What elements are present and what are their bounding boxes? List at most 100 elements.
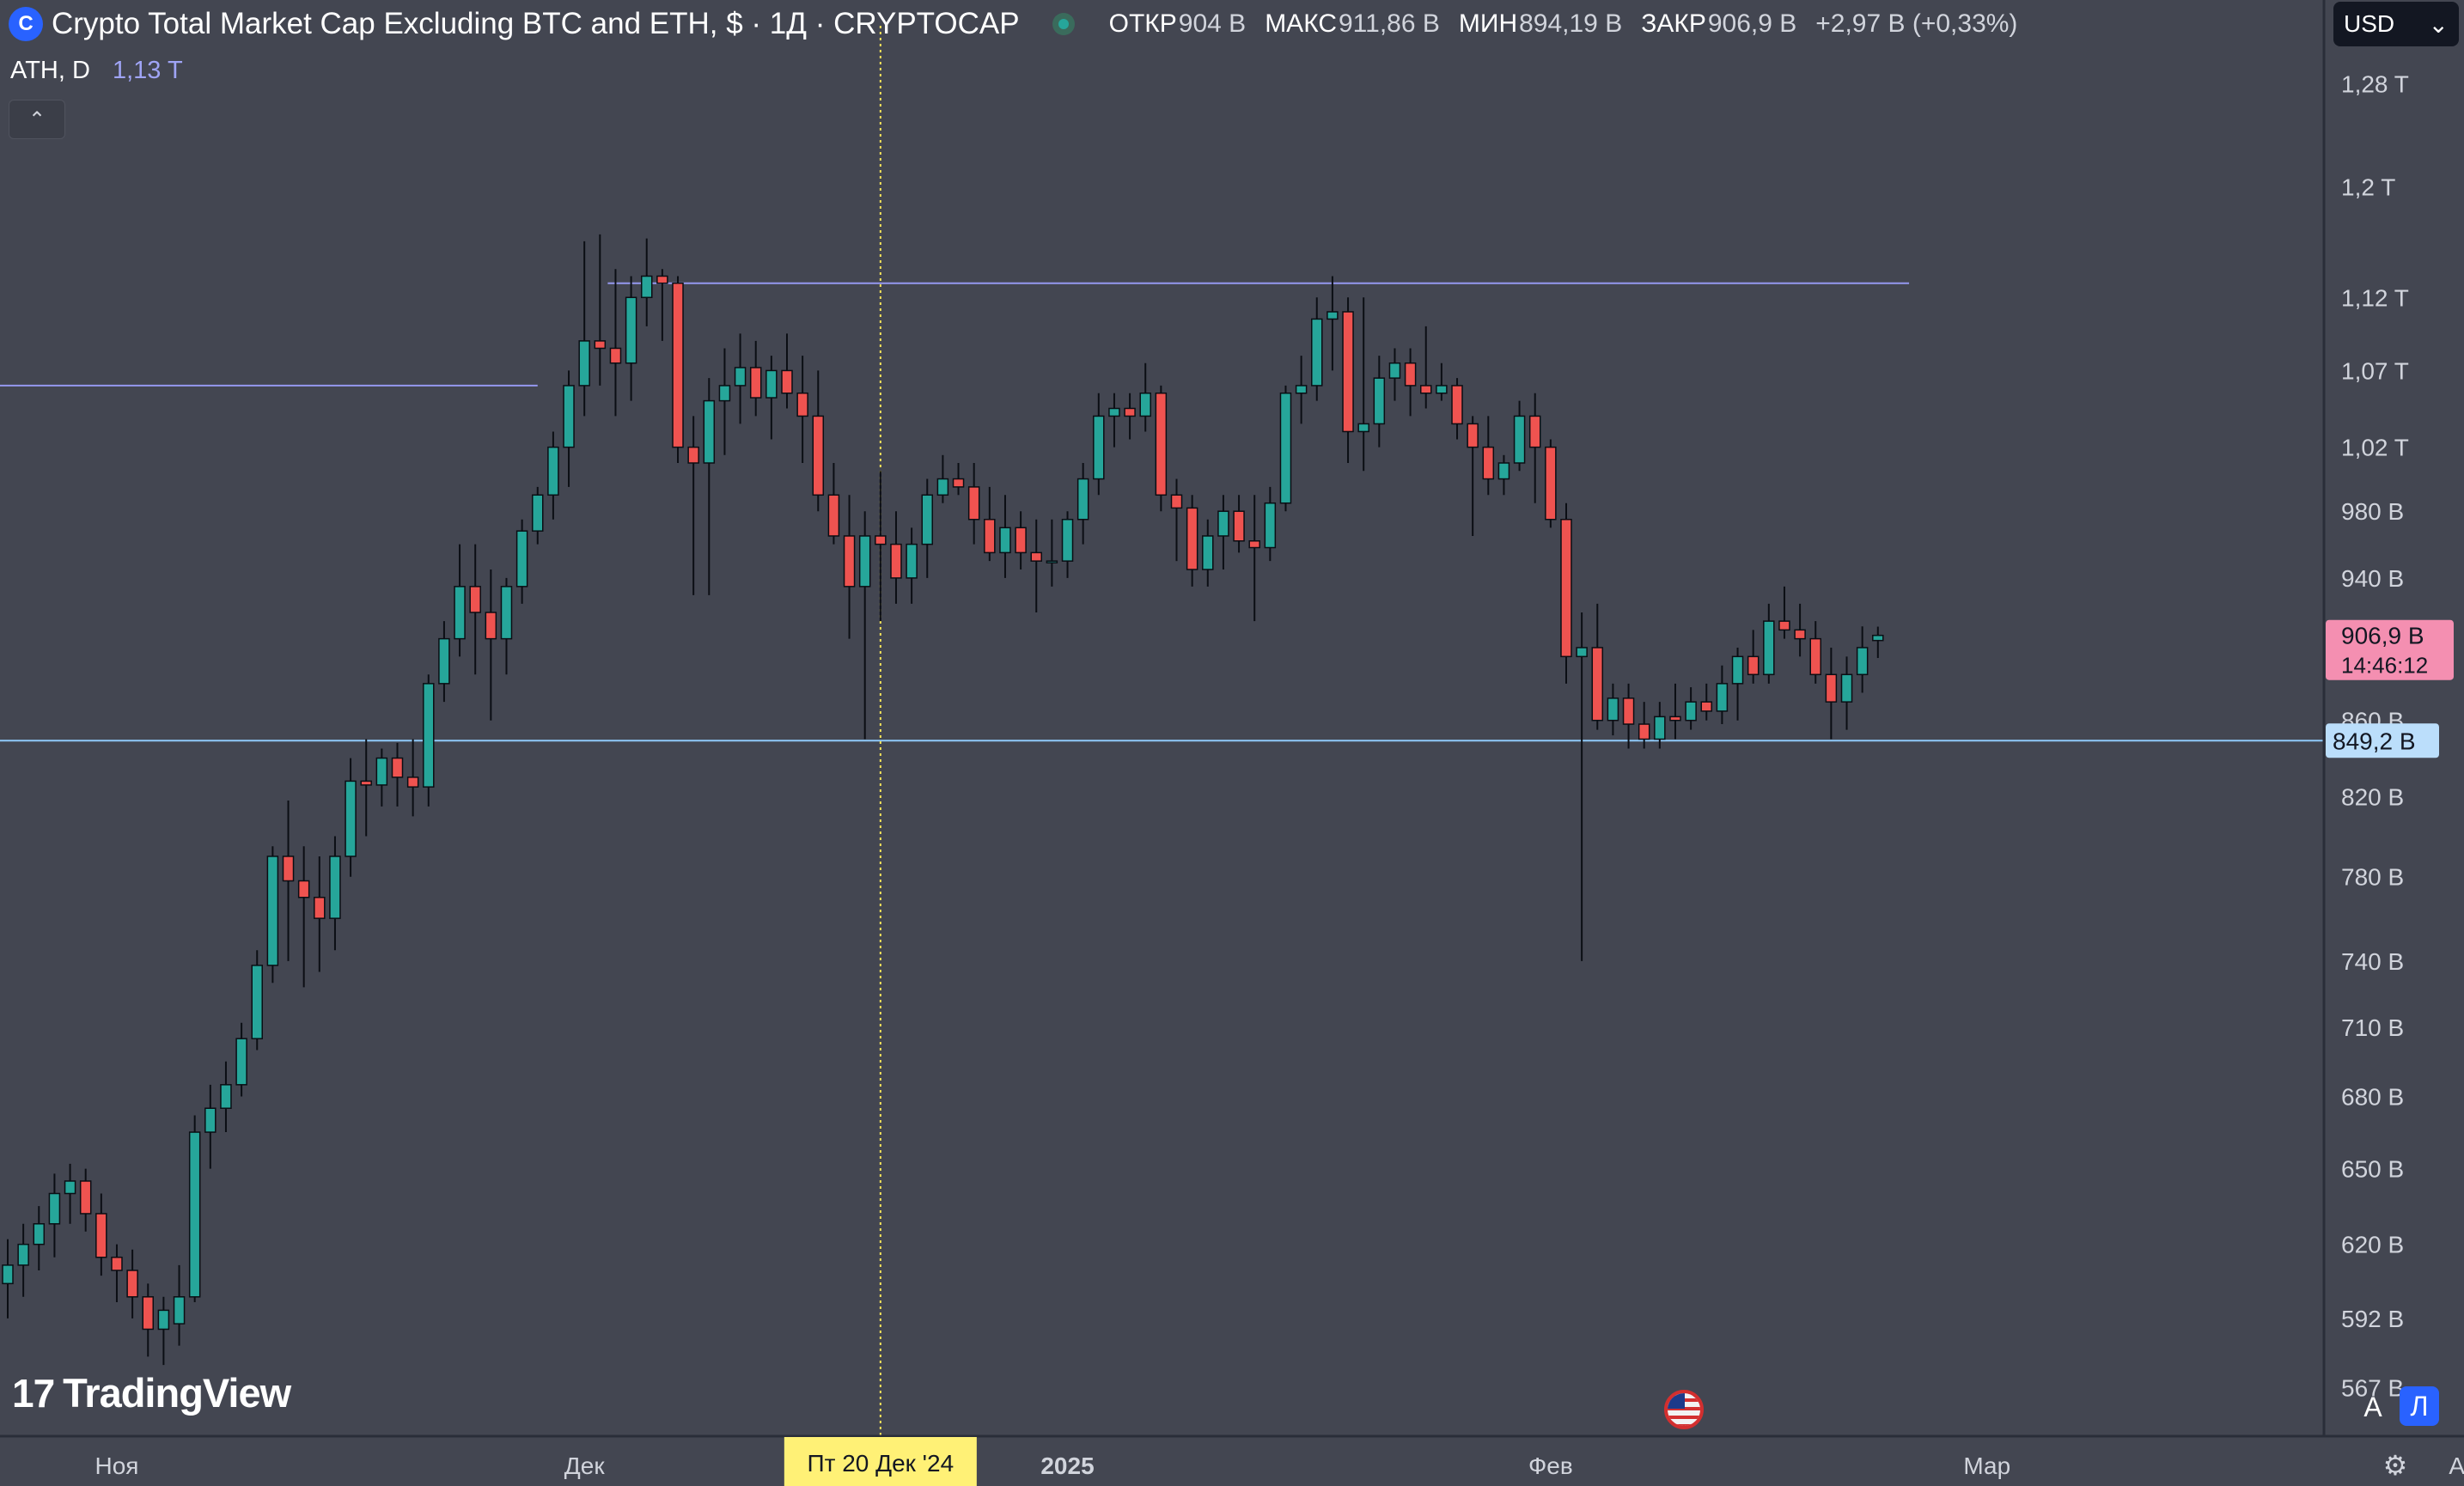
y-tick-label: 567 B xyxy=(2341,1374,2404,1401)
horizontal-levels xyxy=(0,26,2324,1436)
symbol-title[interactable]: Crypto Total Market Cap Excluding BTC an… xyxy=(52,7,1020,40)
y-tick-label: 940 B xyxy=(2341,565,2404,592)
candle-body xyxy=(890,543,902,579)
y-tick-label: 1,2 T xyxy=(2341,174,2395,201)
candle-body xyxy=(406,776,419,788)
candle-body xyxy=(1700,701,1713,712)
candle-body xyxy=(1015,527,1027,554)
ohlc-low-label: МИН xyxy=(1458,9,1518,38)
candle-body xyxy=(967,486,980,521)
candle-body xyxy=(1576,647,1588,658)
candle-body xyxy=(329,856,341,919)
candle-body xyxy=(469,586,481,613)
candle-body xyxy=(204,1107,217,1133)
candle-body xyxy=(1186,507,1198,570)
candle-body xyxy=(1638,723,1650,740)
candle-body xyxy=(1311,318,1323,387)
settings-gear-icon[interactable]: ⚙ xyxy=(2382,1450,2408,1481)
candle-body xyxy=(314,897,326,919)
candle-body xyxy=(235,1038,247,1086)
candle-body xyxy=(1295,385,1308,394)
candle-body xyxy=(1856,647,1869,676)
auto-scale-button[interactable]: A xyxy=(2363,1391,2382,1422)
candle-body xyxy=(1419,385,1432,394)
candle-body xyxy=(500,586,513,640)
candle-body xyxy=(1202,535,1214,570)
candle-body xyxy=(640,275,653,299)
y-tick-label: 780 B xyxy=(2341,864,2404,891)
candle-body xyxy=(547,446,559,496)
candle-body xyxy=(796,392,808,417)
candle-body xyxy=(1482,446,1495,480)
x-tick-label: Фев xyxy=(1528,1453,1573,1479)
chevron-down-icon: ⌄ xyxy=(2428,10,2449,38)
candle-body xyxy=(875,535,887,545)
candle-body xyxy=(781,369,793,394)
candle-body xyxy=(1451,385,1463,425)
indicator-name: ATH, D xyxy=(10,57,90,84)
candle-body xyxy=(1560,518,1572,658)
candle-body xyxy=(1809,637,1821,676)
x-tick-label: 2025 xyxy=(1040,1453,1094,1479)
ohlc-open-value: 904 B xyxy=(1178,9,1247,38)
candle-body xyxy=(858,535,871,588)
chart-header: C Crypto Total Market Cap Excluding BTC … xyxy=(0,0,2017,48)
us-flag-event-icon[interactable] xyxy=(1664,1390,1704,1429)
candle-body xyxy=(1669,716,1681,722)
candle-body xyxy=(1124,407,1136,417)
candle-body xyxy=(1545,446,1557,521)
y-tick-label: 740 B xyxy=(2341,948,2404,975)
candles-layer xyxy=(2,234,1884,1366)
chevron-up-icon: ⌃ xyxy=(27,107,46,131)
candle-body xyxy=(1622,697,1635,725)
log-scale-button[interactable]: Л xyxy=(2400,1386,2439,1426)
indicator-legend[interactable]: ATH, D 1,13 T xyxy=(10,57,183,85)
candle-body xyxy=(1248,540,1260,549)
candle-body xyxy=(1778,620,1790,631)
candle-body xyxy=(749,367,762,399)
tradingview-logo[interactable]: 17 TradingView xyxy=(12,1369,291,1416)
ohlc-close-label: ЗАКР xyxy=(1641,9,1706,38)
x-tick-label: Апр xyxy=(2449,1453,2464,1479)
candle-body xyxy=(1747,655,1760,676)
candle-body xyxy=(843,535,856,588)
y-tick-label: 1,12 T xyxy=(2341,284,2409,311)
candle-body xyxy=(1139,392,1151,417)
candle-body xyxy=(1217,510,1229,537)
candle-body xyxy=(79,1180,92,1215)
candle-body xyxy=(251,965,263,1039)
candle-body xyxy=(687,446,699,464)
y-tick-label: 592 B xyxy=(2341,1306,2404,1332)
candle-body xyxy=(1685,701,1697,722)
candle-body xyxy=(1155,392,1168,496)
horizontal-level-label-box xyxy=(2326,723,2439,758)
candle-body xyxy=(1076,478,1089,521)
candle-body xyxy=(1716,683,1729,712)
candle-body xyxy=(532,494,544,532)
candle-body xyxy=(454,586,466,640)
collapse-legend-button[interactable]: ⌃ xyxy=(9,100,65,139)
candle-body xyxy=(95,1213,107,1258)
candle-body xyxy=(48,1192,61,1225)
candle-body xyxy=(1436,385,1448,394)
candle-body xyxy=(812,415,825,496)
candle-body xyxy=(921,494,934,545)
market-status-icon[interactable] xyxy=(1052,13,1075,35)
candle-body xyxy=(111,1257,123,1271)
candle-body xyxy=(375,757,388,786)
x-tick-label: Дек xyxy=(564,1453,606,1479)
currency-select[interactable]: USD ⌄ xyxy=(2333,2,2459,46)
candle-body xyxy=(734,367,747,387)
ohlc-low-value: 894,19 B xyxy=(1519,9,1623,38)
candle-body xyxy=(515,530,528,588)
candle-body xyxy=(423,683,435,788)
candle-body xyxy=(765,369,778,399)
candle-body xyxy=(1373,377,1386,425)
candle-body xyxy=(485,612,497,640)
y-tick-label: 650 B xyxy=(2341,1156,2404,1183)
horizontal-level-label: 849,2 B xyxy=(2333,728,2416,754)
candle-body xyxy=(188,1131,201,1298)
y-tick-label: 820 B xyxy=(2341,783,2404,810)
y-tick-label: 620 B xyxy=(2341,1232,2404,1258)
